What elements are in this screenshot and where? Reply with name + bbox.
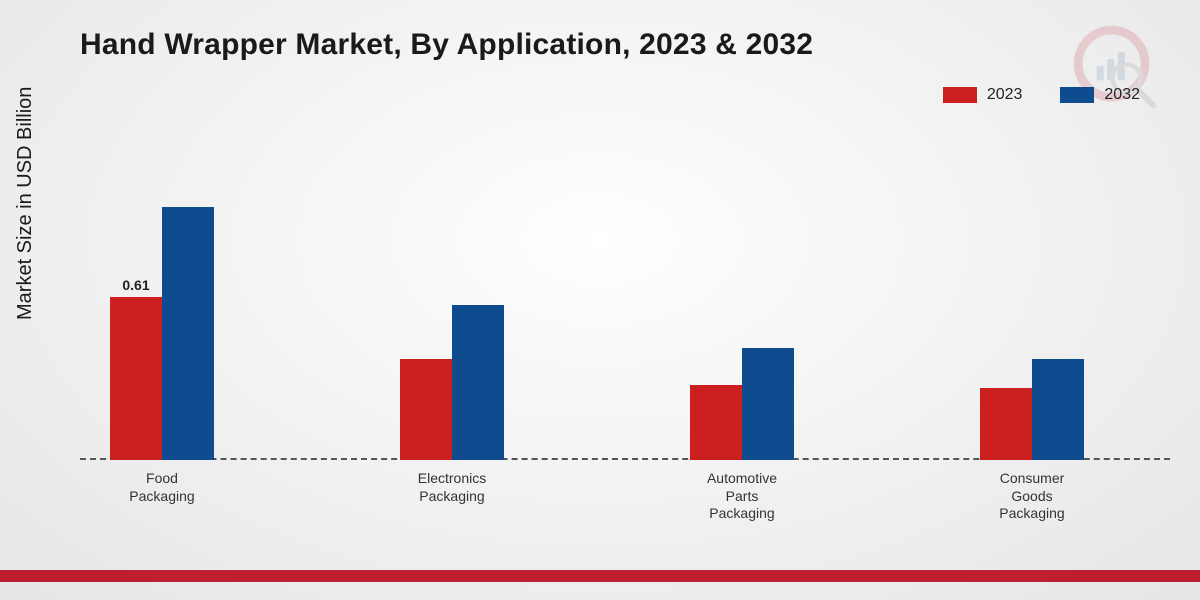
bar-2023 [690, 385, 742, 460]
legend-item-2023: 2023 [943, 86, 1023, 104]
legend-label-2032: 2032 [1104, 86, 1140, 104]
chart-canvas: Hand Wrapper Market, By Application, 202… [0, 0, 1200, 600]
legend-label-2023: 2023 [987, 86, 1023, 104]
chart-title: Hand Wrapper Market, By Application, 202… [80, 28, 813, 62]
bar-2023 [110, 297, 162, 460]
legend: 2023 2032 [943, 86, 1140, 104]
plot-area: 0.61 [80, 140, 1170, 460]
bar-2023 [400, 359, 452, 460]
legend-item-2032: 2032 [1060, 86, 1140, 104]
bar-value-label: 0.61 [110, 277, 162, 293]
bar-2032 [162, 207, 214, 460]
bar-2032 [1032, 359, 1084, 460]
legend-swatch-2032 [1060, 87, 1094, 103]
x-tick-label: FoodPackaging [82, 470, 242, 505]
bar-2023 [980, 388, 1032, 460]
y-axis-label: Market Size in USD Billion [14, 87, 37, 320]
legend-swatch-2023 [943, 87, 977, 103]
x-axis-labels: FoodPackaging ElectronicsPackaging Automot… [80, 470, 1170, 550]
bar-2032 [452, 305, 504, 460]
x-tick-label: AutomotivePartsPackaging [662, 470, 822, 523]
x-tick-label: ElectronicsPackaging [372, 470, 532, 505]
bar-2032 [742, 348, 794, 460]
x-tick-label: ConsumerGoodsPackaging [952, 470, 1112, 523]
footer-accent-bar [0, 570, 1200, 582]
